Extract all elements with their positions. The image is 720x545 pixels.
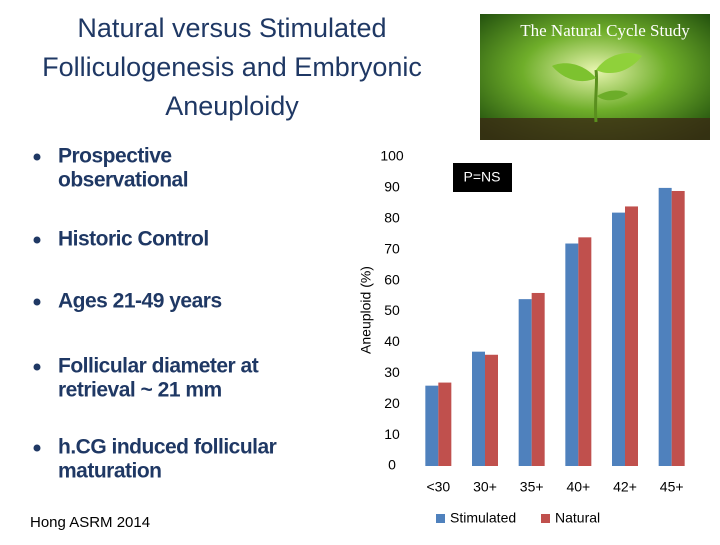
- leaf: [596, 52, 642, 74]
- bullet-dot: [33, 363, 41, 371]
- y-tick-label: 80: [384, 210, 400, 226]
- bar: [472, 351, 485, 466]
- x-tick-label: 30+: [473, 479, 497, 495]
- footnote: Hong ASRM 2014: [30, 514, 150, 531]
- y-tick-label: 100: [380, 148, 404, 164]
- bullet-text: Prospective: [58, 145, 172, 168]
- annotation: P=NS: [464, 169, 501, 185]
- x-tick-label: 45+: [660, 479, 684, 495]
- bar: [612, 212, 625, 466]
- y-tick-label: 90: [384, 179, 400, 195]
- leaf: [552, 63, 596, 82]
- y-tick-label: 70: [384, 240, 400, 256]
- bullet-text: retrieval ~ 21 mm: [58, 379, 222, 402]
- legend-swatch: [541, 514, 550, 523]
- bar: [485, 354, 498, 466]
- bullet-text: observational: [58, 169, 188, 192]
- bullet-text: Follicular diameter at: [58, 355, 259, 378]
- bullet-dot: [33, 444, 41, 452]
- soil: [480, 118, 710, 140]
- bar: [625, 206, 638, 466]
- leaf: [597, 90, 628, 101]
- bullet-dot: [33, 298, 41, 306]
- bar: [578, 237, 592, 466]
- title-line: Folliculogenesis and Embryonic: [42, 52, 422, 82]
- title-line: Aneuploidy: [165, 91, 299, 121]
- stem: [593, 69, 599, 123]
- bullet-text: maturation: [58, 460, 162, 483]
- bar: [565, 243, 579, 466]
- bar: [531, 292, 545, 466]
- bar: [518, 299, 532, 466]
- y-tick-label: 30: [384, 364, 400, 380]
- bullet-text: Historic Control: [58, 228, 209, 251]
- y-tick-label: 40: [384, 333, 400, 349]
- y-tick-label: 50: [384, 302, 400, 318]
- bar: [438, 382, 452, 466]
- bar: [658, 187, 672, 466]
- x-tick-label: <30: [426, 479, 450, 495]
- y-tick-label: 0: [388, 457, 396, 473]
- bar: [671, 190, 685, 467]
- bar: [425, 385, 439, 466]
- bullet-text: h.CG induced follicular: [58, 436, 277, 459]
- annotation-box: [453, 163, 512, 192]
- x-tick-label: 42+: [613, 479, 637, 495]
- x-tick-label: 40+: [566, 479, 590, 495]
- y-tick-label: 10: [384, 426, 400, 442]
- bullet-text: Ages 21-49 years: [58, 290, 222, 313]
- plant-image: The Natural Cycle Study: [480, 14, 710, 140]
- bullet-dot: [33, 153, 41, 161]
- image-caption: The Natural Cycle Study: [520, 21, 690, 40]
- legend-label: Stimulated: [450, 510, 516, 526]
- legend-swatch: [436, 514, 445, 523]
- y-tick-label: 60: [384, 271, 400, 287]
- title-line: Natural versus Stimulated: [77, 13, 386, 43]
- legend-label: Natural: [555, 510, 600, 526]
- y-tick-label: 20: [384, 395, 400, 411]
- x-tick-label: 35+: [520, 479, 544, 495]
- y-axis-label: Aneuploid (%): [358, 266, 374, 354]
- bullet-dot: [33, 236, 41, 244]
